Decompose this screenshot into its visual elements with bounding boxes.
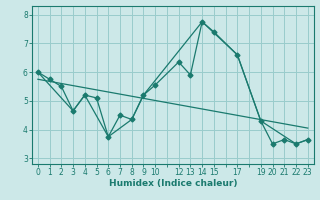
X-axis label: Humidex (Indice chaleur): Humidex (Indice chaleur)	[108, 179, 237, 188]
